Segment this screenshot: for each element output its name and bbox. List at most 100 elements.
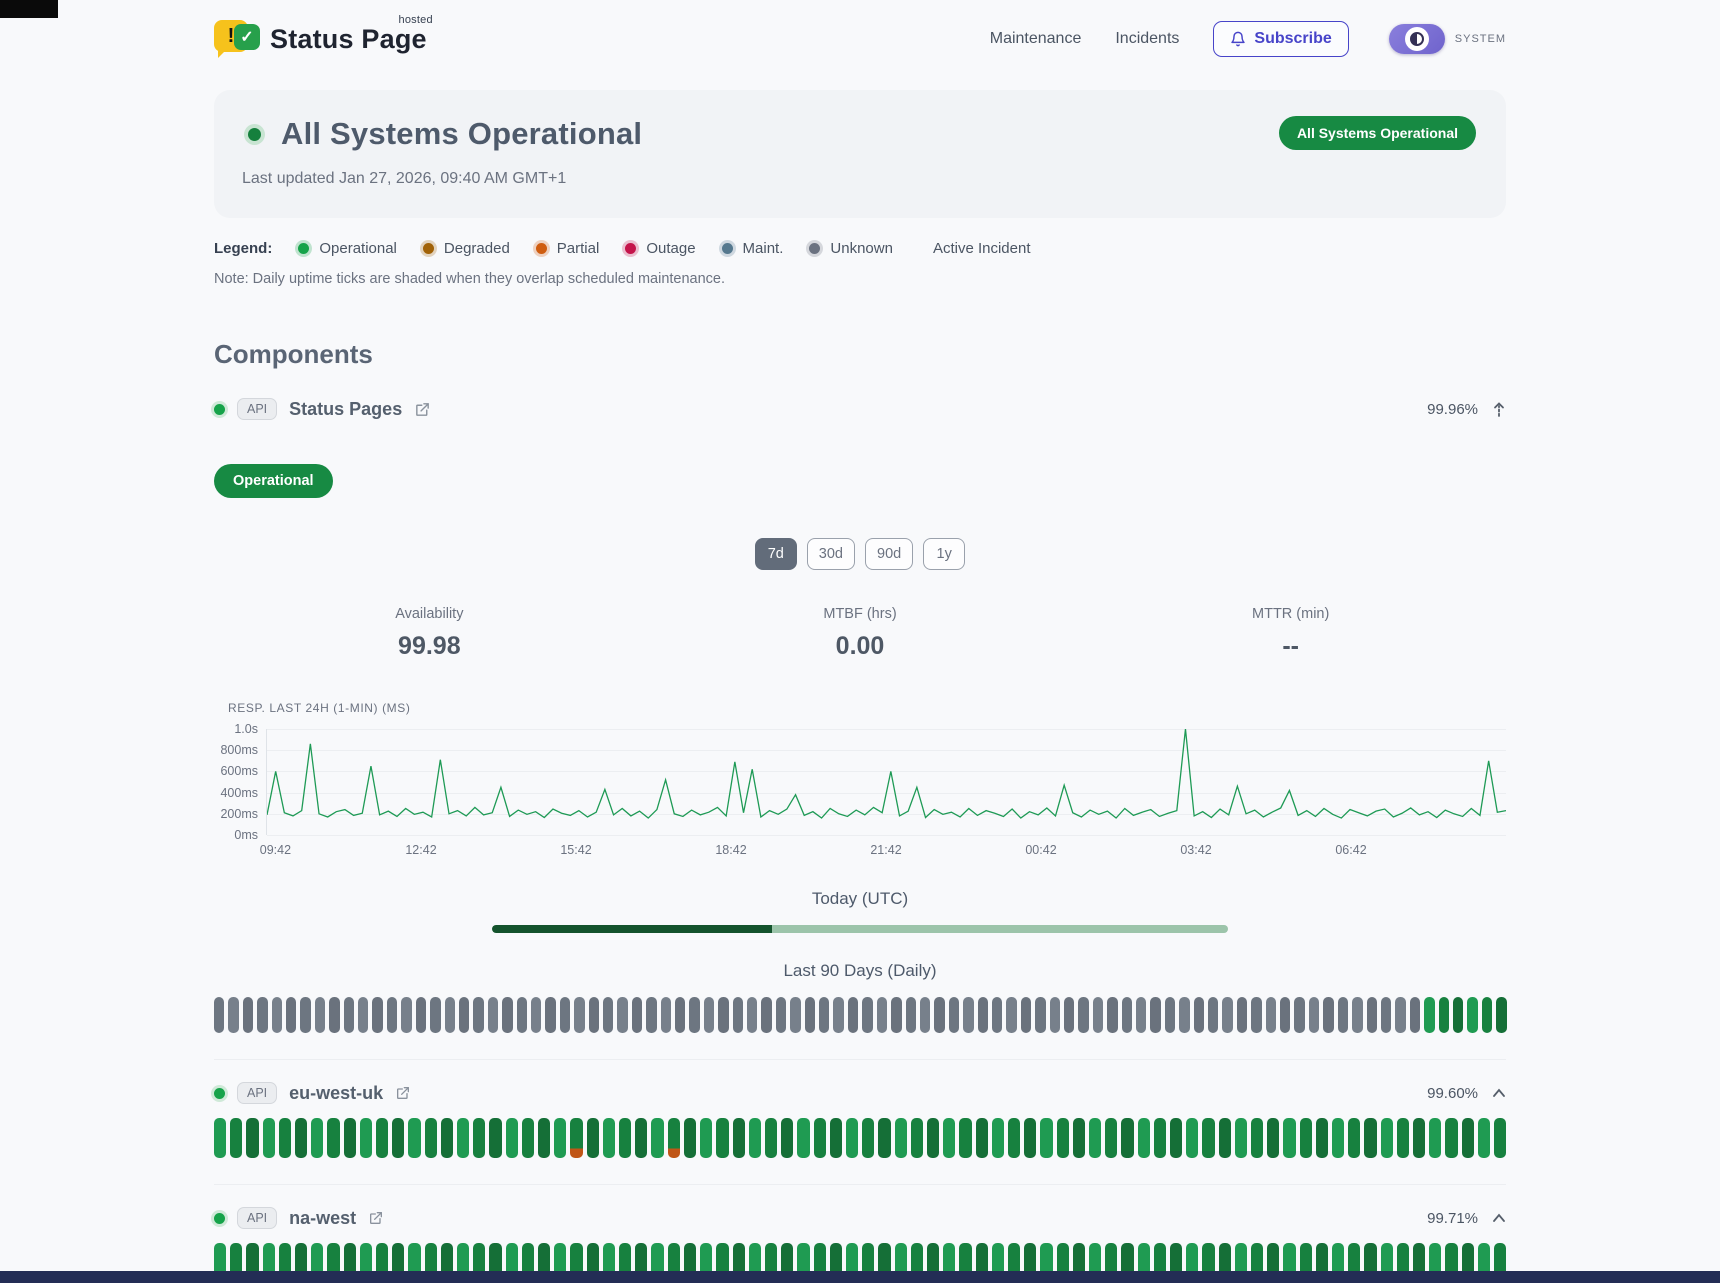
uptime-tick[interactable] [635, 1118, 648, 1158]
uptime-tick[interactable] [1222, 997, 1233, 1033]
uptime-tick[interactable] [1496, 997, 1507, 1033]
uptime-tick[interactable] [878, 1118, 891, 1158]
uptime-tick[interactable] [703, 997, 715, 1033]
uptime-tick[interactable] [1007, 1118, 1021, 1158]
uptime-tick[interactable] [1396, 1118, 1410, 1158]
uptime-tick[interactable] [1049, 997, 1060, 1033]
uptime-tick[interactable] [761, 997, 772, 1033]
logo[interactable]: ! ✓ Status Page hosted [214, 14, 433, 60]
uptime-tick[interactable] [716, 1118, 729, 1158]
uptime-tick[interactable] [1494, 1118, 1507, 1158]
uptime-tick[interactable] [505, 1118, 518, 1158]
uptime-tick[interactable] [1186, 1118, 1199, 1158]
uptime-tick[interactable] [963, 997, 974, 1033]
uptime-tick[interactable] [1308, 997, 1320, 1033]
uptime-tick[interactable] [975, 1118, 988, 1158]
uptime-tick[interactable] [1409, 997, 1421, 1033]
uptime-tick[interactable] [631, 997, 643, 1033]
uptime-tick[interactable] [311, 1118, 324, 1158]
uptime-tick[interactable] [1352, 997, 1363, 1033]
uptime-tick[interactable] [1179, 997, 1190, 1033]
uptime-tick[interactable] [214, 997, 225, 1033]
uptime-tick[interactable] [1438, 997, 1449, 1033]
uptime-tick[interactable] [790, 997, 801, 1033]
uptime-tick[interactable] [732, 1118, 745, 1158]
uptime-tick[interactable] [1429, 1118, 1442, 1158]
uptime-tick[interactable] [1332, 1118, 1345, 1158]
uptime-tick[interactable] [415, 997, 427, 1033]
uptime-tick[interactable] [804, 997, 816, 1033]
uptime-tick[interactable] [1452, 997, 1464, 1033]
uptime-tick[interactable] [1056, 1118, 1069, 1158]
uptime-tick[interactable] [1323, 997, 1334, 1033]
uptime-tick[interactable] [1461, 1118, 1474, 1158]
uptime-tick[interactable] [910, 1118, 923, 1158]
uptime-tick[interactable] [1040, 1118, 1053, 1158]
uptime-tick[interactable] [775, 997, 787, 1033]
uptime-tick[interactable] [1035, 997, 1046, 1033]
uptime-tick[interactable] [473, 1118, 486, 1158]
uptime-tick[interactable] [545, 997, 556, 1033]
uptime-tick[interactable] [230, 1118, 243, 1158]
uptime-tick[interactable] [343, 997, 355, 1033]
uptime-tick[interactable] [444, 997, 455, 1033]
uptime-tick[interactable] [1121, 1118, 1134, 1158]
uptime-tick[interactable] [651, 1118, 664, 1158]
uptime-tick[interactable] [262, 1118, 275, 1158]
uptime-tick[interactable] [813, 1118, 826, 1158]
uptime-tick[interactable] [764, 1118, 778, 1158]
uptime-tick[interactable] [559, 997, 571, 1033]
uptime-tick[interactable] [1283, 1118, 1296, 1158]
uptime-tick[interactable] [1267, 1118, 1280, 1158]
collapse-chevron-icon[interactable] [1492, 1088, 1506, 1098]
uptime-tick[interactable] [1364, 1118, 1377, 1158]
uptime-tick[interactable] [675, 997, 686, 1033]
uptime-tick[interactable] [1092, 997, 1104, 1033]
uptime-tick[interactable] [991, 997, 1003, 1033]
uptime-tick[interactable] [748, 1118, 761, 1158]
uptime-tick[interactable] [1413, 1118, 1426, 1158]
uptime-tick[interactable] [926, 1118, 940, 1158]
uptime-tick[interactable] [300, 997, 311, 1033]
uptime-tick[interactable] [1063, 997, 1075, 1033]
uptime-tick[interactable] [570, 1118, 583, 1158]
uptime-tick[interactable] [458, 997, 470, 1033]
uptime-tick[interactable] [1265, 997, 1277, 1033]
uptime-tick[interactable] [574, 997, 585, 1033]
uptime-tick[interactable] [602, 997, 614, 1033]
uptime-tick[interactable] [829, 1118, 842, 1158]
external-link-icon[interactable] [395, 1085, 411, 1101]
uptime-tick[interactable] [1445, 1118, 1458, 1158]
uptime-tick[interactable] [530, 997, 542, 1033]
uptime-tick[interactable] [894, 1118, 907, 1158]
uptime-tick[interactable] [1380, 1118, 1393, 1158]
uptime-tick[interactable] [278, 1118, 292, 1158]
uptime-tick[interactable] [1020, 997, 1032, 1033]
uptime-tick[interactable] [833, 997, 844, 1033]
uptime-tick[interactable] [457, 1118, 470, 1158]
uptime-tick[interactable] [959, 1118, 972, 1158]
uptime-tick[interactable] [1380, 997, 1392, 1033]
uptime-tick[interactable] [401, 997, 412, 1033]
uptime-tick[interactable] [1137, 1118, 1150, 1158]
uptime-tick[interactable] [876, 997, 888, 1033]
uptime-tick[interactable] [1136, 997, 1147, 1033]
uptime-tick[interactable] [538, 1118, 551, 1158]
uptime-tick[interactable] [343, 1118, 356, 1158]
uptime-tick[interactable] [700, 1118, 713, 1158]
uptime-tick[interactable] [1193, 997, 1205, 1033]
uptime-tick[interactable] [1164, 997, 1176, 1033]
uptime-tick[interactable] [1169, 1118, 1183, 1158]
uptime-tick[interactable] [1299, 1118, 1312, 1158]
uptime-tick[interactable] [359, 1118, 373, 1158]
uptime-tick[interactable] [977, 997, 988, 1033]
uptime-tick[interactable] [586, 1118, 599, 1158]
uptime-tick[interactable] [1481, 997, 1493, 1033]
uptime-tick[interactable] [440, 1118, 454, 1158]
uptime-tick[interactable] [1078, 997, 1089, 1033]
uptime-tick[interactable] [1366, 997, 1377, 1033]
uptime-tick[interactable] [943, 1118, 956, 1158]
uptime-tick[interactable] [424, 1118, 437, 1158]
uptime-tick[interactable] [646, 997, 657, 1033]
uptime-tick[interactable] [732, 997, 744, 1033]
